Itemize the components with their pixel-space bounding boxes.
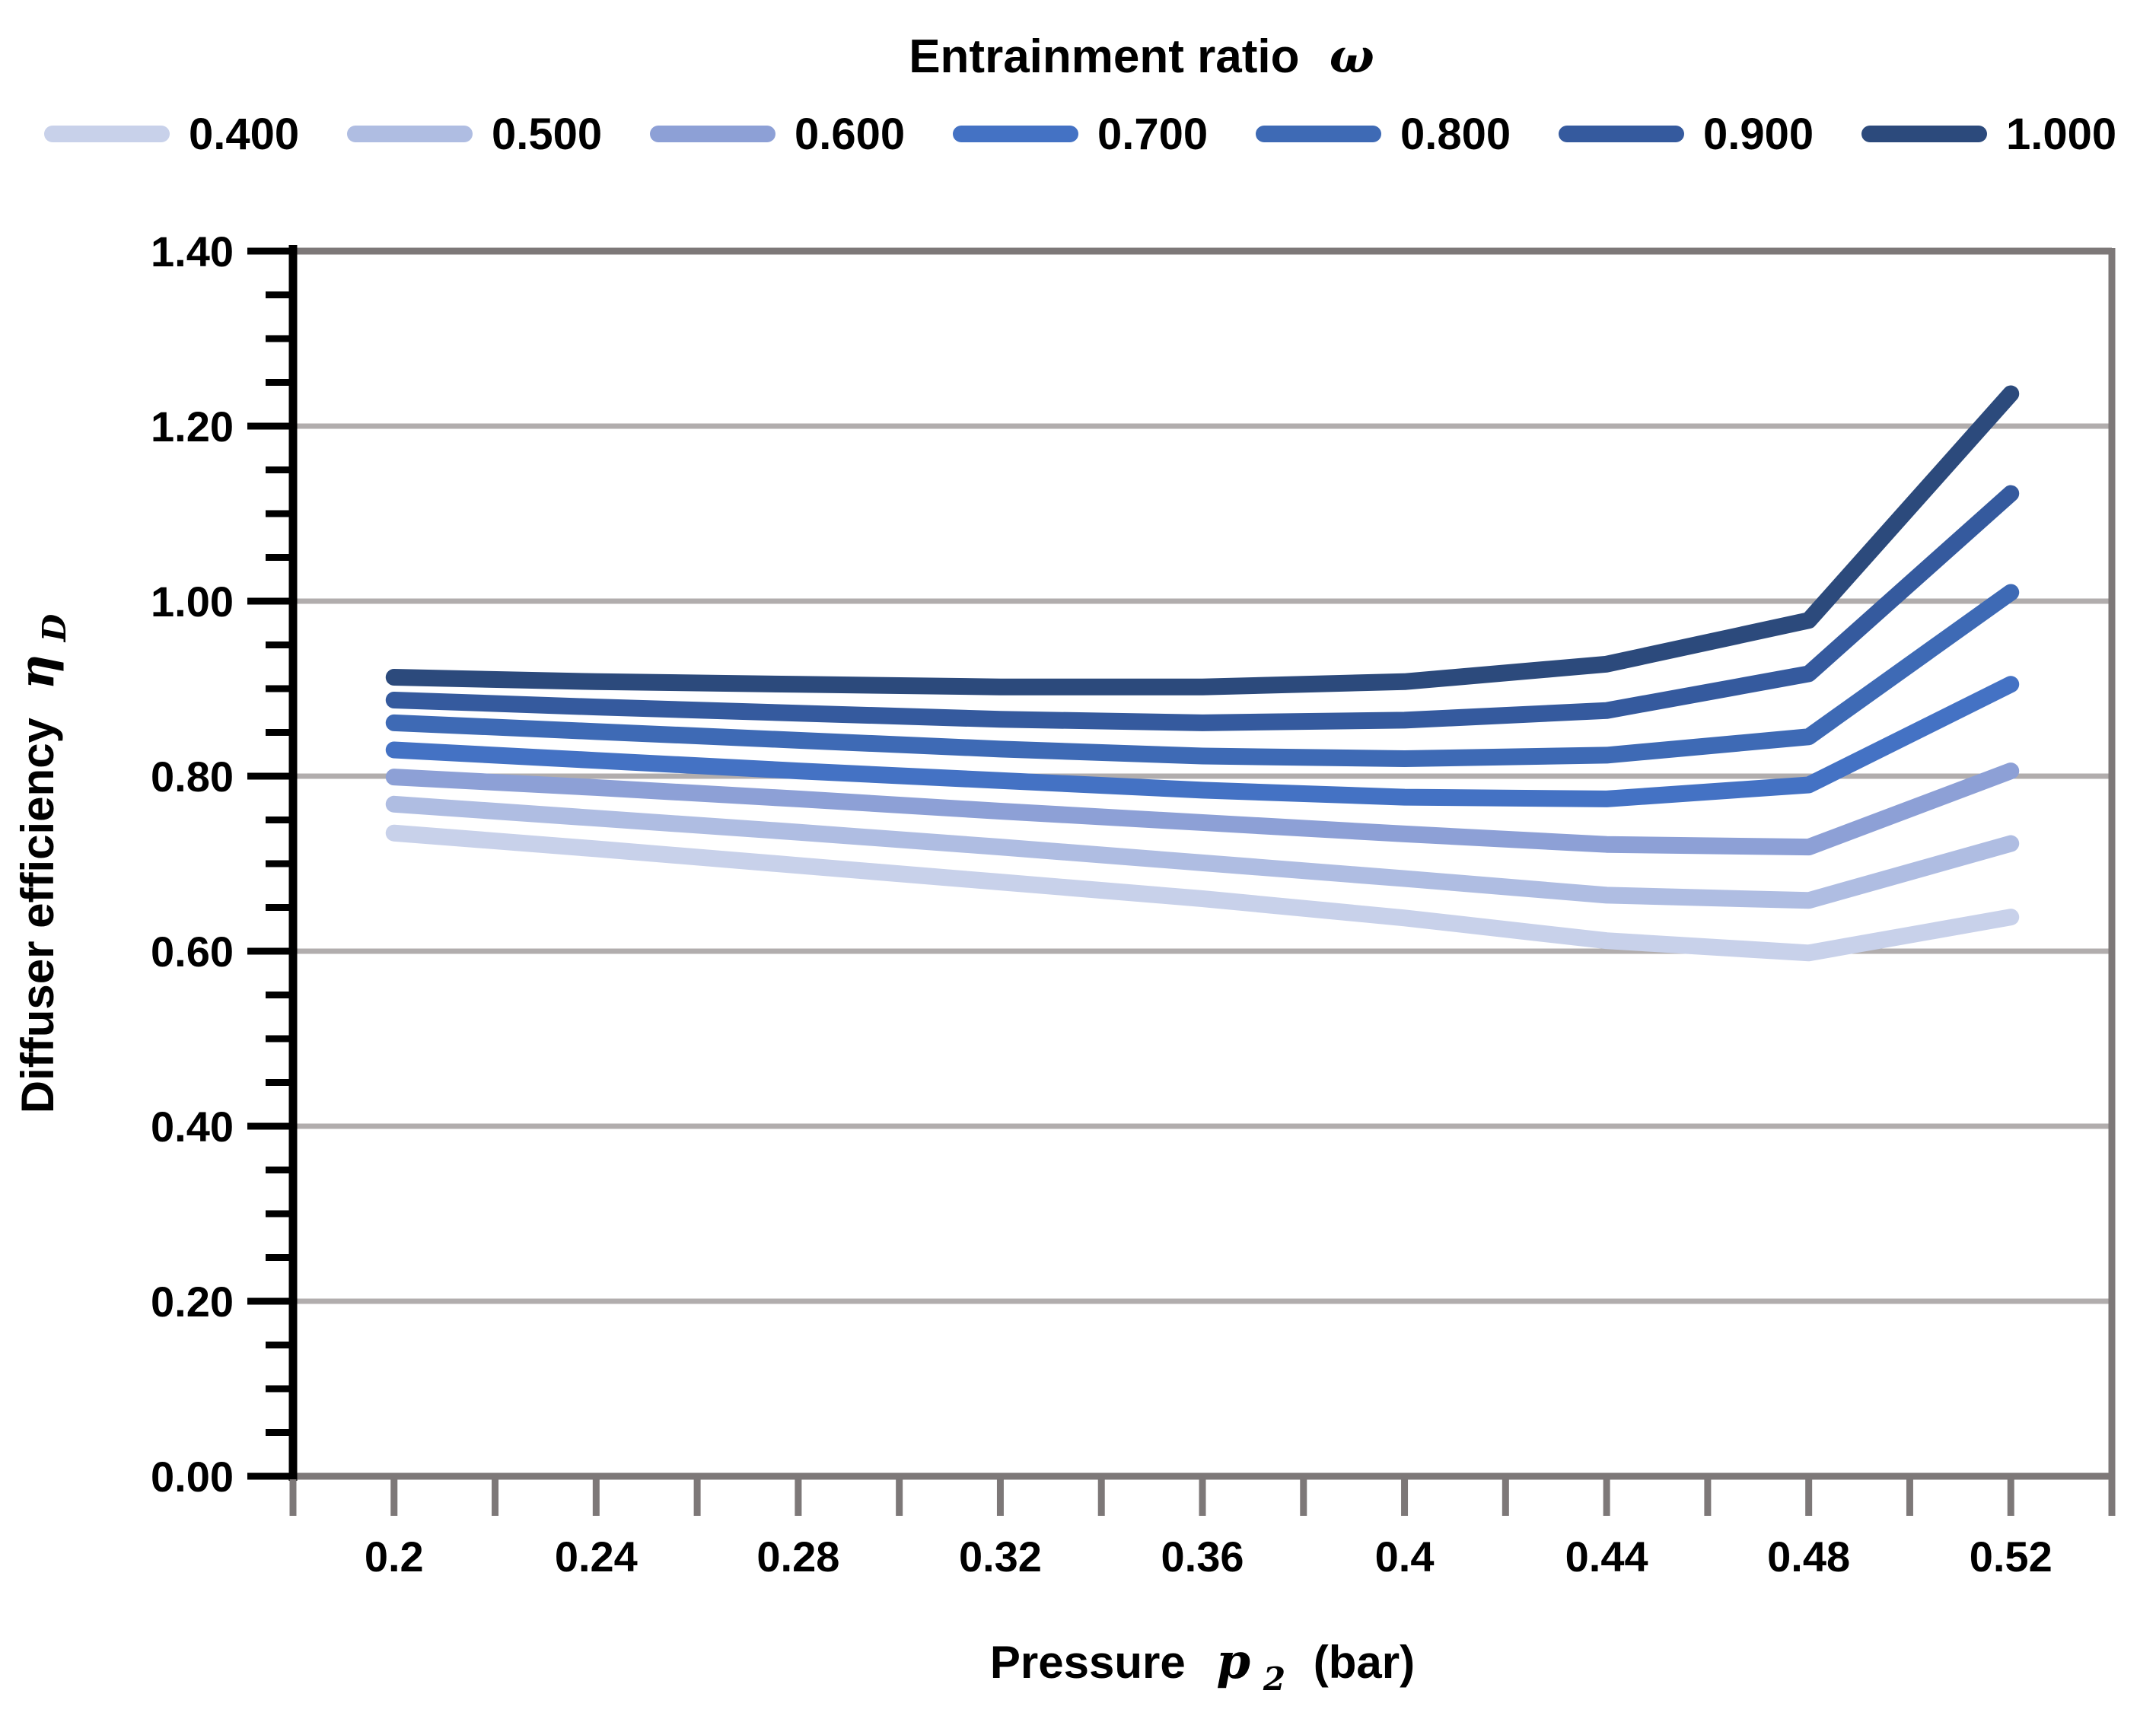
y-axis-title: Diffuser efficiency η D (8, 613, 73, 1113)
legend-item-0.600: 0.600 (650, 110, 905, 159)
legend-label-1.000: 1.000 (2006, 110, 2116, 159)
x-tick-label-0.2: 0.2 (365, 1533, 424, 1581)
y-tick-label-1.40: 1.40 (151, 228, 234, 275)
y-axis-title-text: Diffuser efficiency (12, 717, 63, 1113)
legend-label-0.800: 0.800 (1400, 110, 1511, 159)
legend-title: Entrainment ratio ω (909, 28, 1374, 84)
series-line-0.600 (385, 762, 2020, 856)
series-line-0.500 (385, 795, 2020, 909)
legend-item-0.800: 0.800 (1256, 110, 1511, 159)
x-tick-label-0.4: 0.4 (1375, 1533, 1435, 1581)
x-tick-label-0.32: 0.32 (959, 1533, 1042, 1581)
y-tick-label-1.20: 1.20 (151, 403, 234, 450)
x-tick-label-0.48: 0.48 (1767, 1533, 1850, 1581)
x-axis (289, 1479, 2116, 1516)
legend-item-0.700: 0.700 (953, 110, 1208, 159)
legend-item-0.400: 0.400 (44, 110, 299, 159)
x-tick-label-0.36: 0.36 (1161, 1533, 1244, 1581)
series-line-1.000 (385, 385, 2020, 696)
y-axis-title-symbol: η (8, 654, 65, 690)
y-tick-label-0.80: 0.80 (151, 753, 234, 801)
legend-label-0.400: 0.400 (189, 110, 299, 159)
legend-label-0.900: 0.900 (1703, 110, 1814, 159)
y-tick-labels: 0.00 0.20 0.40 0.60 0.80 1.00 1.20 1.40 (151, 228, 234, 1501)
x-axis-title: Pressure p 2 (bar) (990, 1633, 1415, 1700)
y-axis (247, 245, 298, 1481)
legend-title-symbol: ω (1330, 28, 1374, 84)
y-tick-label-0.60: 0.60 (151, 928, 234, 976)
x-tick-label-0.24: 0.24 (555, 1533, 638, 1581)
y-tick-label-0.00: 0.00 (151, 1453, 234, 1501)
legend-label-0.500: 0.500 (492, 110, 602, 159)
y-tick-label-0.40: 0.40 (151, 1103, 234, 1151)
series-line-0.700 (385, 676, 2020, 807)
legend-item-0.500: 0.500 (347, 110, 602, 159)
legend-item-1.000: 1.000 (1861, 110, 2116, 159)
x-axis-title-sub: 2 (1263, 1660, 1285, 1698)
y-axis-title-sub: D (36, 613, 73, 642)
x-tick-label-0.52: 0.52 (1970, 1533, 2052, 1581)
legend-item-0.900: 0.900 (1559, 110, 1814, 159)
legend-label-0.600: 0.600 (795, 110, 905, 159)
series-line-0.400 (385, 824, 2020, 962)
legend-title-text: Entrainment ratio (909, 30, 1299, 83)
plot-borders (293, 247, 2116, 1480)
x-axis-title-unit: (bar) (1314, 1637, 1415, 1688)
series-line-0.900 (385, 485, 2020, 731)
x-axis-title-text: Pressure (990, 1637, 1186, 1688)
x-tick-labels: 0.2 0.24 0.28 0.32 0.36 0.4 0.44 0.48 0.52 (365, 1533, 2052, 1581)
series-lines (385, 385, 2020, 962)
series-line-0.800 (385, 584, 2020, 767)
x-tick-label-0.28: 0.28 (756, 1533, 839, 1581)
y-tick-label-1.00: 1.00 (151, 578, 234, 626)
y-tick-label-0.20: 0.20 (151, 1278, 234, 1326)
legend-label-0.700: 0.700 (1097, 110, 1208, 159)
x-axis-title-symbol: p (1216, 1633, 1250, 1690)
legend: 0.400 0.500 0.600 0.700 0.800 0.900 1.000 (44, 110, 2116, 159)
x-tick-label-0.44: 0.44 (1565, 1533, 1648, 1581)
